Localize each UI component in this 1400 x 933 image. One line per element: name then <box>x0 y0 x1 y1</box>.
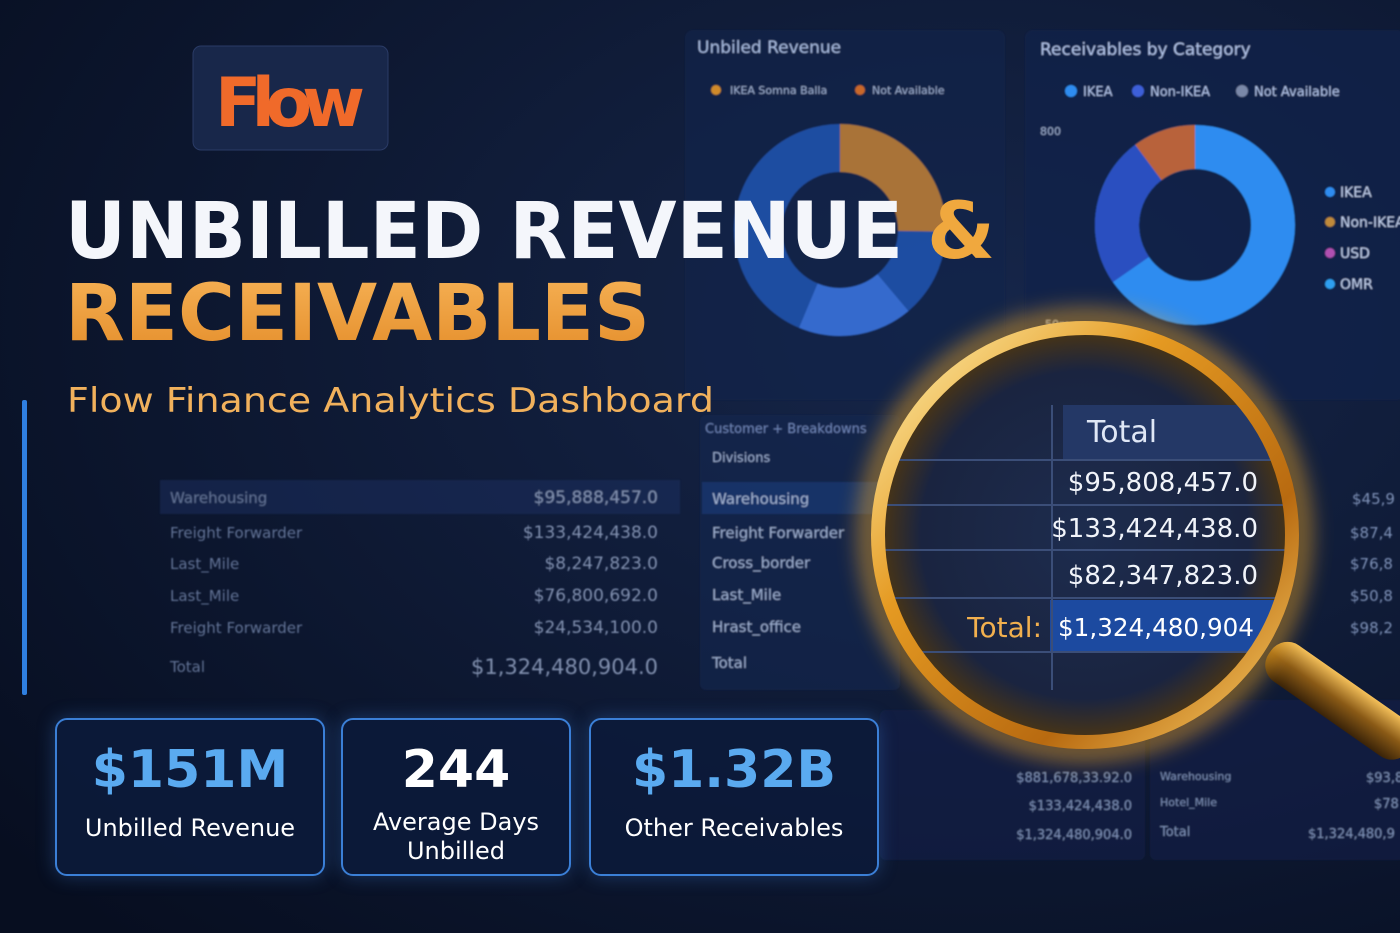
row-label: Warehousing <box>712 490 809 508</box>
legend-swatch <box>1236 85 1248 97</box>
kpi-label: Average Days Unbilled <box>372 808 540 865</box>
legend-swatch <box>855 85 865 95</box>
kpi-value: $151M <box>91 740 289 800</box>
left-table: Warehousing $95,888,457.0 Freight Forwar… <box>160 480 680 679</box>
kpi-card: $151M Unbilled Revenue <box>55 718 325 876</box>
donut-segment <box>1095 125 1295 325</box>
row-label: Total <box>1159 825 1190 840</box>
cell-value: $87,4 <box>1350 524 1393 542</box>
cell-value: $50,8 <box>1350 587 1393 605</box>
legend-swatch <box>1325 187 1335 197</box>
row-value: $76,800,692.0 <box>534 586 658 606</box>
kpi-label: Unbilled Revenue <box>84 814 296 842</box>
legend-label: IKEA <box>1340 185 1372 201</box>
row-value: $95,888,457.0 <box>534 488 658 508</box>
panel-title: Unbiled Revenue <box>697 38 841 58</box>
cell-value: $1,324,480,904.0 <box>1016 828 1132 843</box>
magnifier-ring <box>871 321 1299 749</box>
row-label: Freight Forwarder <box>170 619 303 637</box>
legend-label: IKEA Somna Balla <box>730 84 827 97</box>
donut-segment <box>734 124 946 336</box>
row-label: Freight Forwarder <box>170 524 303 542</box>
panel-title: Receivables by Category <box>1040 40 1251 60</box>
kpi-value: $1.32B <box>631 740 837 800</box>
headline-line2: RECEIVABLES <box>65 269 650 359</box>
legend-label: Not Available <box>1254 85 1340 100</box>
total-cell <box>1050 600 1280 652</box>
legend-swatch <box>1132 85 1144 97</box>
panel-bg <box>685 30 1005 400</box>
cell-value: $1,324,480,9 <box>1308 827 1395 842</box>
row-label: Hrast_office <box>712 618 801 637</box>
total-label: Total: <box>966 611 1042 644</box>
magnifier-glow <box>857 307 1313 763</box>
kpi-label: Other Receivables <box>624 814 844 842</box>
legend-label: Not Available <box>872 84 945 97</box>
row-value: $24,534,100.0 <box>534 618 658 638</box>
kpi-value: 244 <box>401 740 511 800</box>
subtitle: Flow Finance Analytics Dashboard <box>67 381 714 421</box>
row-label: Warehousing <box>1160 770 1231 783</box>
legend-label: Non-IKEA <box>1150 85 1210 100</box>
row-label: Hotel_Mile <box>1160 796 1217 809</box>
donut-segment <box>734 124 946 336</box>
logo-box <box>192 45 389 151</box>
right-edge-values: $45,9 $87,4 $76,8 $50,8 $98,2 <box>1350 490 1395 637</box>
divisions-table: Customer + Breakdowns Divisions Warehous… <box>700 415 900 690</box>
row-label: Total <box>711 654 747 672</box>
logo: Flow <box>215 64 365 143</box>
cell-value: $93,8 <box>1366 771 1400 786</box>
legend-swatch <box>1325 248 1335 258</box>
row-highlight <box>160 480 680 514</box>
kpi-card: 244 Average Days Unbilled <box>341 718 571 876</box>
row-label: Last_Mile <box>170 587 239 606</box>
kpi-card: $1.32B Other Receivables <box>589 718 879 876</box>
row-label: Last_Mile <box>170 555 239 574</box>
panel-bg <box>1150 700 1400 860</box>
legend-swatch <box>1325 217 1335 227</box>
panel-bg <box>1025 30 1400 400</box>
magnifier: Total $95,808,457.0 $133,424,438.0 $82,3… <box>857 307 1400 763</box>
legend-label: USD <box>1340 246 1370 262</box>
axis-label: 800 <box>1040 125 1061 138</box>
legend-label: IKEA <box>1083 85 1113 100</box>
magnifier-handle <box>1265 641 1400 760</box>
column-header: Divisions <box>712 451 771 466</box>
cell-value: $82,347,823.0 <box>1068 561 1258 591</box>
row-label: Warehousing <box>170 489 267 507</box>
legend-label: Non-IKEA <box>1340 215 1400 231</box>
cell-value: $133,424,438.0 <box>1029 799 1132 814</box>
accent-bar <box>22 400 27 695</box>
row-value: $8,247,823.0 <box>544 554 658 574</box>
legend-swatch <box>1325 279 1335 289</box>
headline-line1: UNBILLED REVENUE <box>65 187 903 277</box>
donut-segment <box>1095 125 1295 325</box>
row-value: $1,324,480,904.0 <box>471 655 658 679</box>
cell-value: $881,678,33.92.0 <box>1016 771 1132 786</box>
column-header: Total <box>1086 415 1157 450</box>
row-label: Total <box>169 658 205 676</box>
row-label: Last_Mile <box>712 586 781 605</box>
cell-value: $133,424,438.0 <box>1051 514 1258 544</box>
legend-label: OMR <box>1340 277 1373 293</box>
cell-value: $78 <box>1374 797 1399 812</box>
cell-value: $76,8 <box>1350 555 1393 573</box>
headline-amp: & <box>927 187 995 277</box>
row-label: Freight Forwarder <box>712 524 845 542</box>
cell-value: $98,2 <box>1350 619 1393 637</box>
legend-swatch <box>1065 85 1077 97</box>
row-value: $133,424,438.0 <box>523 523 658 543</box>
total-value: $1,324,480,904 <box>1058 613 1254 642</box>
row-label: Cross_border <box>712 554 811 573</box>
unbilled-panel: Unbiled Revenue IKEA Somna Balla Not Ava… <box>685 30 1005 400</box>
panel-title: Customer + Breakdowns <box>705 422 867 437</box>
cell-value: $95,808,457.0 <box>1068 468 1258 498</box>
cell-value: $45,9 <box>1352 490 1395 508</box>
receivables-panel: Receivables by Category IKEA Non-IKEA No… <box>1025 30 1400 400</box>
legend-swatch <box>711 85 721 95</box>
